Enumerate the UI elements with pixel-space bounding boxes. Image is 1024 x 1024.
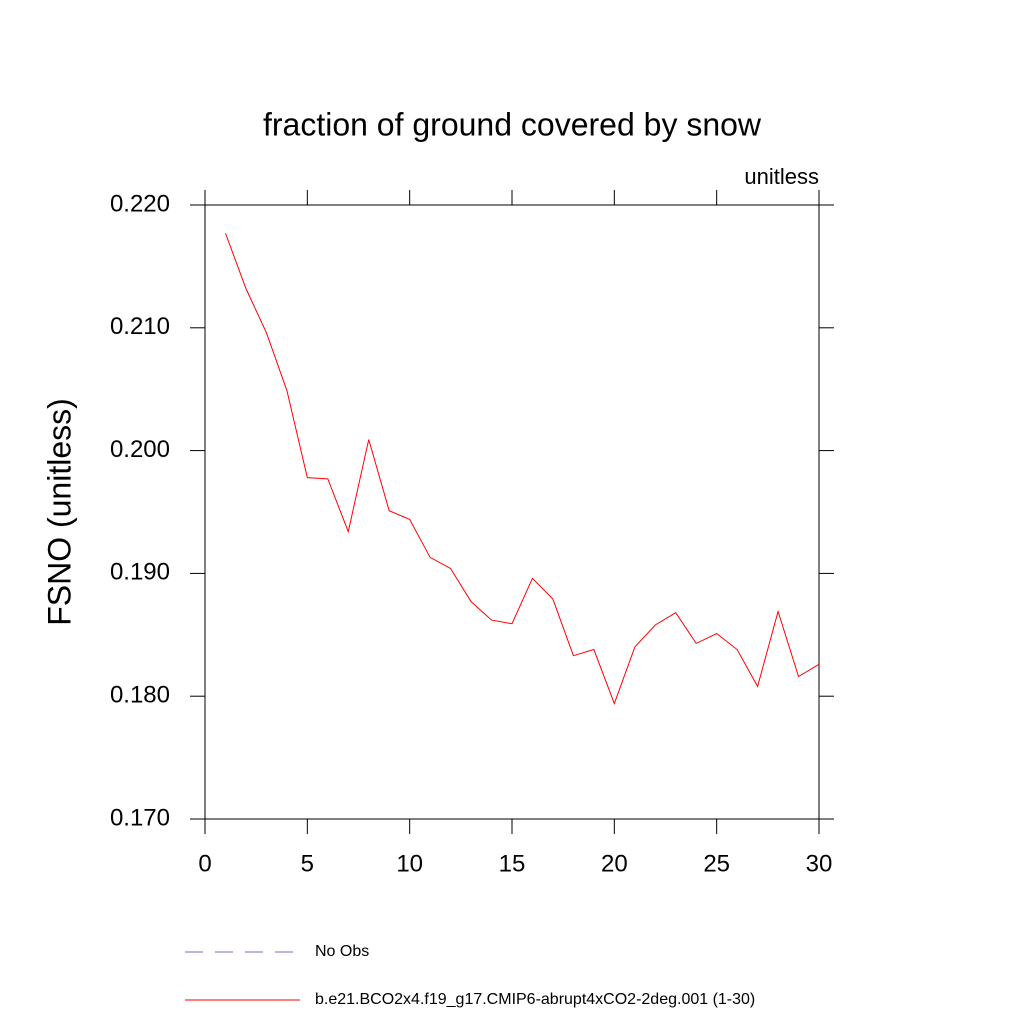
x-tick-label: 25 (703, 850, 730, 877)
y-tick-label: 0.180 (110, 682, 170, 709)
subtitle: unitless (744, 164, 819, 189)
x-tick-label: 5 (301, 850, 314, 877)
x-tick-label: 0 (198, 850, 211, 877)
x-tick-label: 10 (396, 850, 423, 877)
y-tick-label: 0.210 (110, 313, 170, 340)
plot-frame (204, 204, 820, 820)
y-tick-label: 0.170 (110, 804, 170, 831)
y-tick-label: 0.190 (110, 559, 170, 586)
x-tick-label: 20 (601, 850, 628, 877)
legend-label: b.e21.BCO2x4.f19_g17.CMIP6-abrupt4xCO2-2… (315, 991, 755, 1008)
y-tick-label: 0.220 (110, 190, 170, 217)
legend-label: No Obs (315, 943, 369, 960)
x-tick-label: 15 (499, 850, 526, 877)
data-line (224, 233, 820, 706)
y-tick-label: 0.200 (110, 436, 170, 463)
chart-title: fraction of ground covered by snow (263, 106, 762, 142)
y-axis-label: FSNO (unitless) (41, 398, 77, 626)
x-tick-label: 30 (806, 850, 833, 877)
